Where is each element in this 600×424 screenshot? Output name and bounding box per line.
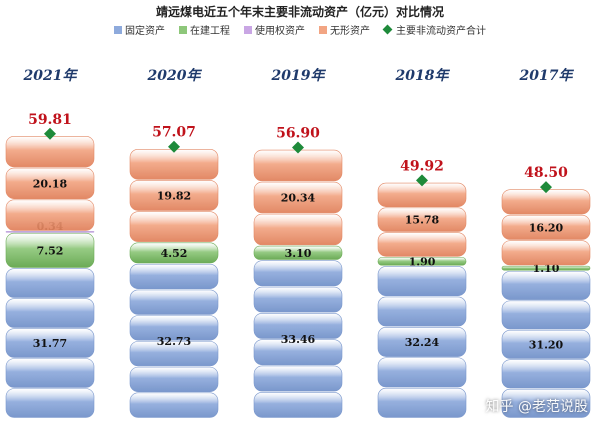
legend-label-fixed-assets: 固定资产: [125, 26, 165, 37]
data-label-fixed-assets: 33.46: [281, 333, 316, 346]
data-label-intangible: 20.34: [281, 191, 316, 204]
category-label: 2017年: [519, 67, 575, 84]
data-label-fixed-assets: 31.77: [33, 337, 67, 350]
bar-segment-fixed-assets: [501, 359, 591, 389]
bar-segment-fixed-assets: [129, 263, 219, 289]
bar-segment-fixed-assets: [501, 388, 591, 418]
bar-segment-fixed-assets: [5, 388, 95, 418]
legend-swatch-construction: [179, 25, 187, 34]
bar-segment-fixed-assets: [501, 271, 591, 300]
bar-segment-intangible: [5, 136, 95, 168]
category-label: 2021年: [23, 67, 79, 84]
bar-segment-fixed-assets: [501, 329, 591, 359]
bar-segment-fixed-assets: [129, 341, 219, 367]
total-marker: [44, 127, 56, 140]
legend-swatch-right-of-use: [244, 25, 252, 34]
legend-item-right-of-use: 使用权资产: [244, 22, 305, 37]
bar-segment-construction: [5, 232, 95, 268]
legend-item-construction: 在建工程: [179, 22, 230, 37]
total-marker: [168, 140, 180, 153]
total-marker: [416, 174, 428, 187]
legend-swatch-fixed-assets: [114, 25, 122, 34]
bar-segment-fixed-assets: [5, 358, 95, 388]
bar-segment-intangible: [377, 207, 467, 232]
bar-segment-intangible: [129, 148, 219, 180]
total-label: 48.50: [524, 165, 568, 181]
data-label-construction: 1.90: [409, 255, 436, 268]
bar-segment-intangible: [501, 214, 591, 240]
bar-segment-fixed-assets: [377, 327, 467, 357]
data-label-construction: 1.10: [533, 262, 560, 275]
total-marker: [540, 181, 552, 194]
bar-segment-construction: [377, 257, 467, 266]
bar-segment-intangible: [129, 211, 219, 242]
bar-segment-intangible: [5, 199, 95, 231]
bar-segment-fixed-assets: [129, 392, 219, 418]
bar-segment-intangible: [501, 189, 591, 215]
bar-segment-fixed-assets: [129, 366, 219, 392]
bar-segment-fixed-assets: [5, 298, 95, 328]
category-label: 2018年: [395, 67, 451, 84]
legend-label-right-of-use: 使用权资产: [255, 26, 305, 37]
bar-segment-fixed-assets: [253, 260, 343, 287]
bar-segment-fixed-assets: [253, 391, 343, 418]
data-label-construction: 3.10: [285, 247, 312, 260]
total-label: 49.92: [400, 158, 444, 174]
legend-label-construction: 在建工程: [190, 26, 230, 37]
bar-segment-intangible: [253, 213, 343, 246]
data-label-fixed-assets: 32.24: [405, 336, 440, 349]
bar-segment-fixed-assets: [129, 315, 219, 341]
bar-segment-fixed-assets: [253, 365, 343, 392]
bar-segment-intangible: [377, 182, 467, 207]
total-marker: [292, 141, 304, 154]
bar-segment-fixed-assets: [253, 339, 343, 366]
data-label-construction: 7.52: [37, 244, 64, 257]
legend-label-intangible: 无形资产: [330, 26, 370, 37]
bar-segment-intangible: [253, 149, 343, 182]
bar-segment-fixed-assets: [129, 289, 219, 315]
data-label-intangible: 15.78: [405, 214, 440, 227]
bar-segment-intangible: [253, 181, 343, 214]
total-label: 59.81: [28, 112, 72, 128]
bar-segment-construction: [253, 245, 343, 260]
watermark: 知乎 @老范说股: [485, 399, 588, 415]
legend: 固定资产 在建工程 使用权资产 无形资产 主要非流动资产合计: [0, 22, 600, 37]
category-label: 2019年: [271, 67, 327, 84]
bar-segment-intangible: [377, 232, 467, 257]
bar-segment-fixed-assets: [377, 357, 467, 388]
data-label-fixed-assets: 31.20: [529, 338, 564, 351]
data-label-construction: 4.52: [161, 247, 188, 260]
bar-segment-fixed-assets: [5, 328, 95, 358]
bar-segment-fixed-assets: [377, 387, 467, 418]
data-label-intangible: 19.82: [157, 189, 191, 202]
bar-segment-fixed-assets: [253, 286, 343, 313]
legend-item-fixed-assets: 固定资产: [114, 22, 165, 37]
legend-item-intangible: 无形资产: [319, 22, 370, 37]
bar-segment-fixed-assets: [5, 268, 95, 298]
legend-item-total: 主要非流动资产合计: [382, 22, 486, 37]
total-label: 56.90: [276, 125, 320, 141]
total-label: 57.07: [152, 125, 196, 141]
category-label: 2020年: [147, 67, 203, 84]
chart-title: 靖远煤电近五个年末主要非流动资产（亿元）对比情况: [155, 5, 444, 19]
bar-segment-intangible: [5, 167, 95, 199]
bar-segment-fixed-assets: [377, 296, 467, 327]
bar-segment-intangible: [501, 240, 591, 266]
bar-segment-intangible: [129, 180, 219, 211]
bar-segment-fixed-assets: [253, 313, 343, 339]
bar-segment-construction: [129, 242, 219, 264]
data-label-intangible: 20.18: [33, 177, 68, 190]
bar-segment-construction: [501, 265, 591, 271]
data-label-fixed-assets: 32.73: [157, 335, 191, 348]
bar-segment-fixed-assets: [377, 266, 467, 296]
legend-swatch-intangible: [319, 25, 327, 34]
data-label-intangible: 16.20: [529, 221, 564, 234]
bar-segment-fixed-assets: [501, 300, 591, 330]
bar-segment-right-of-use: [5, 231, 95, 233]
legend-label-total: 主要非流动资产合计: [396, 26, 486, 37]
